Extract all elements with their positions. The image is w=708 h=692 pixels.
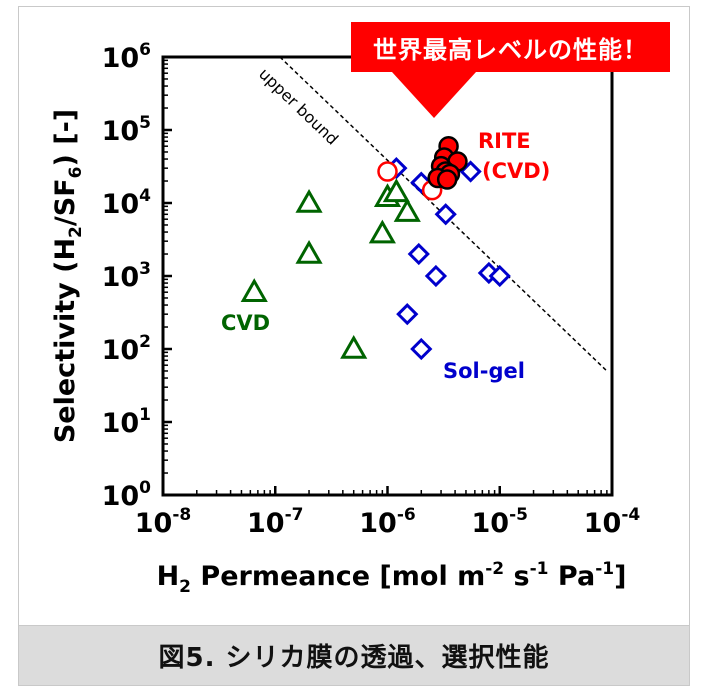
upper-bound-layer: upper bound (255, 56, 608, 372)
solgel-point (410, 337, 433, 361)
cvd-point (382, 178, 410, 203)
solgel-point (434, 203, 457, 226)
cvd-point (295, 240, 323, 264)
rite-open-point (377, 161, 398, 182)
solgel-point (488, 264, 511, 288)
plot-frame (161, 55, 614, 497)
cvd-point (340, 334, 368, 359)
cvd-label: CVD (221, 311, 270, 335)
plot-area (161, 55, 614, 497)
solgel-point (396, 303, 419, 326)
upper-bound-label: upper bound (255, 64, 342, 149)
y-tick-label: 106 (102, 40, 151, 74)
figure-caption: 図5. シリカ膜の透過、選択性能 (18, 625, 690, 686)
x-tick-label: 10-7 (247, 505, 303, 539)
rite-label: RITE (478, 129, 531, 153)
rite-label-sub: (CVD) (482, 159, 550, 183)
cvd-point (240, 278, 268, 302)
solgel-label: Sol-gel (443, 359, 525, 383)
y-axis-title: Selectivity (H2/SF6) [-] (50, 109, 86, 443)
x-tick-label: 10-4 (584, 505, 641, 539)
y-tick-label: 101 (102, 405, 151, 439)
y-tick-label: 102 (102, 332, 151, 366)
y-tick-label: 103 (102, 259, 151, 293)
label-layer: 10-8 10-7 10-6 10-5 10-4 100 101 102 103 104 105 10… (50, 40, 640, 597)
x-axis-title: H2 Permeance [mol m-2 s-1 Pa-1] (157, 559, 627, 597)
x-tick-label: 10-8 (135, 505, 191, 539)
x-tick-label: 10-5 (472, 505, 528, 539)
points-layer (240, 135, 511, 361)
x-tick-label: 10-6 (359, 505, 415, 539)
solgel-point (407, 242, 430, 266)
world-best-banner: 世界最高レベルの性能！ (351, 22, 670, 72)
tick-layer (161, 55, 614, 497)
rite-point (436, 169, 458, 190)
cvd-point (295, 188, 323, 213)
y-tick-label: 105 (102, 113, 151, 147)
cvd-point (393, 198, 421, 222)
solgel-point (424, 264, 448, 288)
y-tick-label: 104 (102, 186, 152, 220)
y-tick-label: 100 (102, 478, 152, 512)
cvd-point (368, 219, 396, 244)
